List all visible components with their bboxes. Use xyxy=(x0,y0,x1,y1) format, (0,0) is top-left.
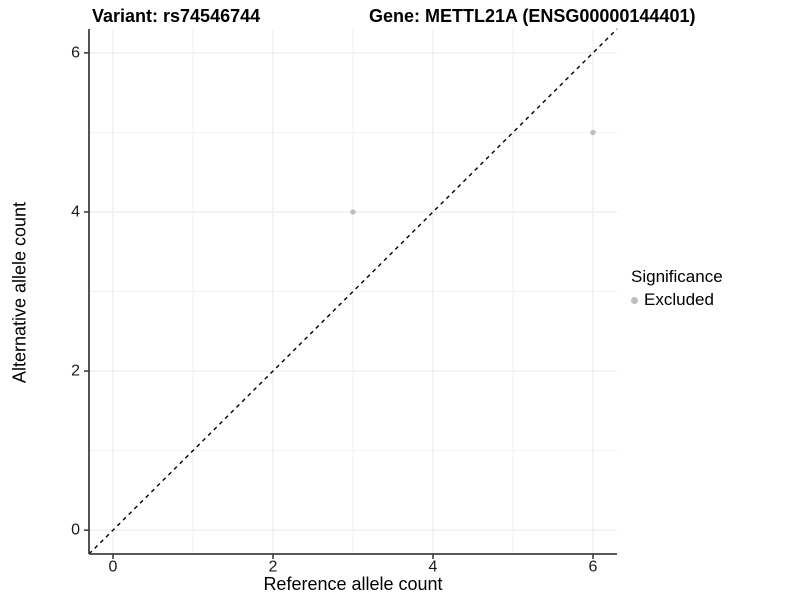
grid-minor xyxy=(89,29,617,554)
axes xyxy=(88,29,617,555)
svg-text:0: 0 xyxy=(109,558,118,575)
variant-title: Variant: rs74546744 xyxy=(92,6,261,26)
legend-entry-label: Excluded xyxy=(644,290,714,309)
gene-title: Gene: METTL21A (ENSG00000144401) xyxy=(369,6,696,26)
svg-text:6: 6 xyxy=(589,558,598,575)
x-axis-label: Reference allele count xyxy=(263,574,443,594)
svg-text:4: 4 xyxy=(71,203,80,220)
tick-labels: 0 2 4 6 0 2 4 6 xyxy=(71,44,597,575)
svg-text:0: 0 xyxy=(71,522,80,539)
y-axis-label: Alternative allele count xyxy=(9,201,30,384)
data-points xyxy=(350,129,596,215)
legend-point-icon xyxy=(631,296,638,304)
svg-text:2: 2 xyxy=(269,558,278,575)
legend-entry: Excluded xyxy=(631,290,723,310)
svg-text:2: 2 xyxy=(71,363,80,380)
grid-major xyxy=(89,29,617,554)
legend-title: Significance xyxy=(631,267,723,286)
svg-text:6: 6 xyxy=(71,44,80,61)
svg-text:4: 4 xyxy=(429,558,438,575)
legend: Significance Excluded xyxy=(631,267,723,310)
tick-marks xyxy=(84,52,594,559)
